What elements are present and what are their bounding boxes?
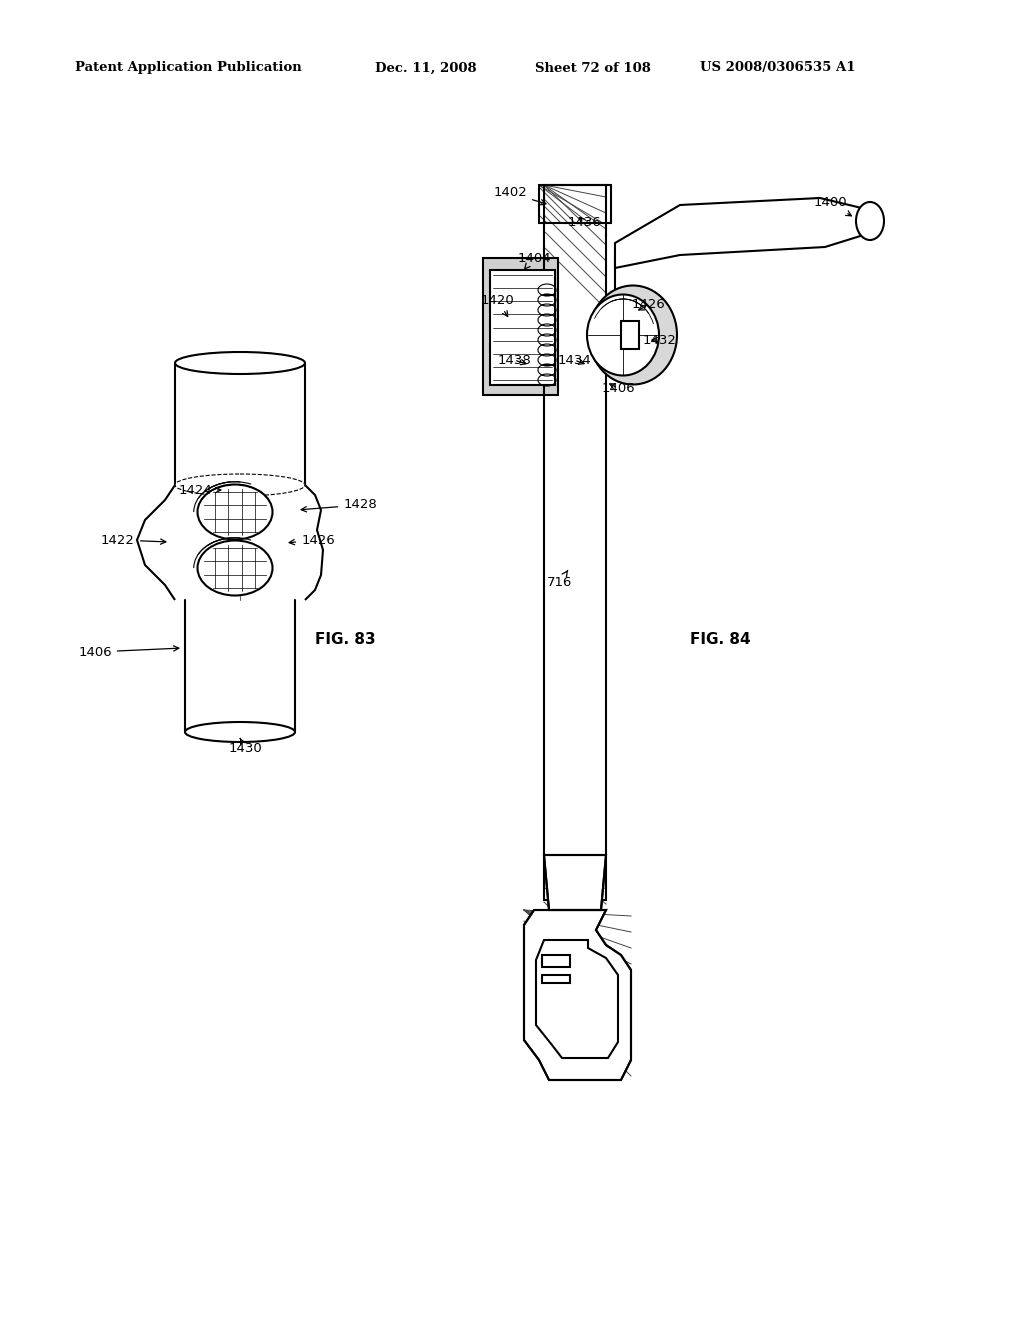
Bar xyxy=(483,257,558,395)
Bar xyxy=(490,271,555,385)
Bar xyxy=(483,257,558,395)
Text: 1428: 1428 xyxy=(301,499,377,512)
Polygon shape xyxy=(536,940,618,1059)
Text: 1402: 1402 xyxy=(494,186,546,205)
Polygon shape xyxy=(524,909,631,1080)
Text: 1426: 1426 xyxy=(631,298,665,312)
Text: 1400: 1400 xyxy=(813,197,851,216)
Text: 1406: 1406 xyxy=(601,381,635,395)
Text: FIG. 84: FIG. 84 xyxy=(690,632,751,648)
Text: 1420: 1420 xyxy=(480,293,514,317)
Text: 1424: 1424 xyxy=(178,483,221,496)
Bar xyxy=(544,855,606,909)
Text: 1434: 1434 xyxy=(557,354,591,367)
Text: 1432: 1432 xyxy=(643,334,677,346)
Bar xyxy=(621,321,639,348)
Bar xyxy=(524,909,631,1080)
Text: 1426: 1426 xyxy=(289,533,335,546)
Ellipse shape xyxy=(856,202,884,240)
Ellipse shape xyxy=(185,722,295,742)
Ellipse shape xyxy=(587,294,659,375)
Bar xyxy=(542,954,570,968)
Text: 716: 716 xyxy=(547,570,572,589)
Bar xyxy=(544,185,606,900)
Text: 1438: 1438 xyxy=(497,354,530,367)
Text: 1436: 1436 xyxy=(567,215,601,228)
Bar xyxy=(542,975,570,983)
Text: FIG. 83: FIG. 83 xyxy=(314,632,376,648)
Text: Sheet 72 of 108: Sheet 72 of 108 xyxy=(535,62,651,74)
Text: 1404: 1404 xyxy=(517,252,551,269)
Bar xyxy=(544,185,606,900)
Ellipse shape xyxy=(175,352,305,374)
Bar xyxy=(539,185,611,223)
Polygon shape xyxy=(615,198,870,268)
Ellipse shape xyxy=(198,540,272,595)
Ellipse shape xyxy=(198,484,272,540)
Text: 1430: 1430 xyxy=(228,739,262,755)
Text: 1406: 1406 xyxy=(78,645,179,659)
Bar xyxy=(539,185,611,223)
Ellipse shape xyxy=(589,285,677,384)
Text: Patent Application Publication: Patent Application Publication xyxy=(75,62,302,74)
Polygon shape xyxy=(544,855,606,909)
Text: US 2008/0306535 A1: US 2008/0306535 A1 xyxy=(700,62,855,74)
Ellipse shape xyxy=(175,474,305,496)
Text: 1422: 1422 xyxy=(101,533,166,546)
Text: Dec. 11, 2008: Dec. 11, 2008 xyxy=(375,62,476,74)
